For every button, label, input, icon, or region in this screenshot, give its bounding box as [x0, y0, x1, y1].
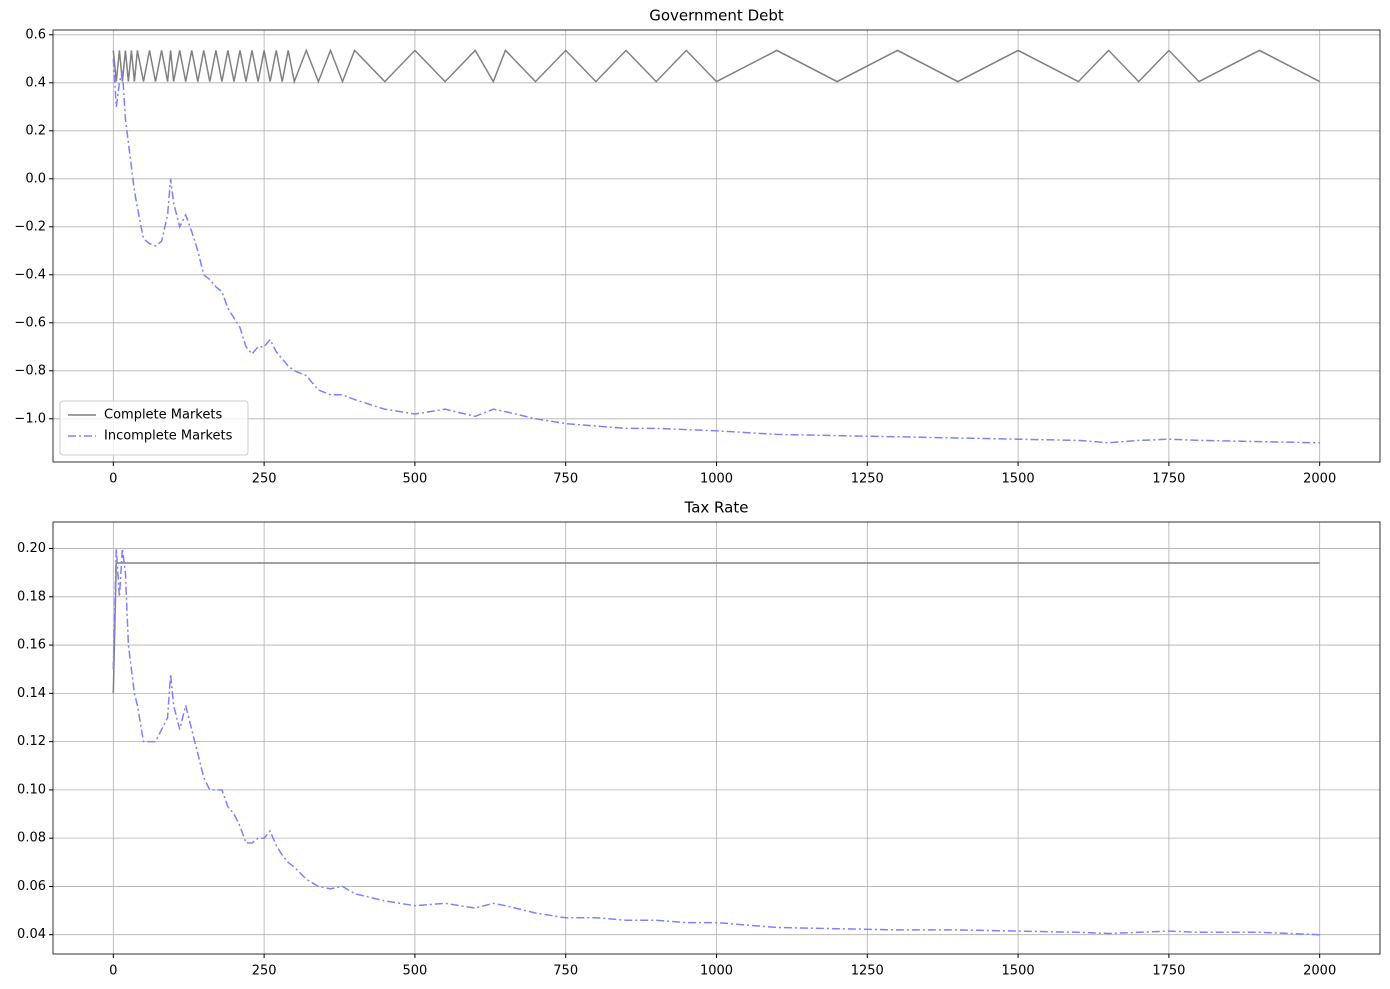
y-tick-label: 0.06: [17, 879, 46, 894]
plot-frame: [52, 521, 1381, 955]
series-line: [112, 562, 1320, 694]
y-tick-label: 0.6: [25, 27, 46, 42]
x-tick-label: 0: [109, 472, 117, 487]
x-tick-label: 750: [553, 472, 578, 487]
x-tick-label: 1750: [1152, 472, 1185, 487]
subplot: Tax Rate 0 250 500 750 1000 1250 1500 1750 2000 0.…: [17, 499, 1381, 979]
y-tick-label: 0.18: [17, 589, 46, 604]
y-tick-label: −0.6: [14, 315, 46, 330]
x-tick-label: 0: [109, 964, 117, 979]
x-tick-label: 1000: [700, 964, 733, 979]
y-tick-label: −0.4: [14, 267, 46, 282]
x-tick-label: 1250: [851, 964, 884, 979]
y-tick-label: 0.04: [17, 927, 46, 942]
x-tick-label: 1500: [1002, 472, 1035, 487]
legend-label: Incomplete Markets: [104, 429, 233, 444]
series-line: [112, 48, 1321, 85]
x-tick-label: 500: [402, 472, 427, 487]
y-tick-label: 0.08: [17, 831, 46, 846]
y-tick-label: −0.8: [14, 363, 46, 378]
y-tick-label: 0.20: [17, 541, 46, 556]
y-tick-label: 0.4: [25, 75, 46, 90]
x-tick-label: 750: [553, 964, 578, 979]
x-tick-label: 1750: [1152, 964, 1185, 979]
y-tick-label: −0.2: [14, 219, 46, 234]
chart-title: Tax Rate: [684, 499, 749, 517]
x-tick-label: 250: [252, 472, 277, 487]
series-line: [112, 58, 1320, 444]
x-tick-label: 1500: [1002, 964, 1035, 979]
y-tick-label: 0.0: [25, 171, 46, 186]
x-tick-label: 1000: [700, 472, 733, 487]
y-tick-label: 0.16: [17, 638, 46, 653]
x-tick-label: 2000: [1303, 964, 1336, 979]
chart-title: Government Debt: [649, 7, 784, 25]
y-tick-label: 0.10: [17, 782, 46, 797]
legend-label: Complete Markets: [104, 408, 222, 423]
y-tick-label: 0.14: [17, 686, 46, 701]
plot-frame: [52, 29, 1381, 463]
x-tick-label: 250: [252, 964, 277, 979]
series-line: [112, 548, 1320, 936]
x-tick-label: 500: [402, 964, 427, 979]
y-tick-label: 0.2: [25, 123, 46, 138]
legend-box: [59, 400, 249, 456]
x-tick-label: 1250: [851, 472, 884, 487]
y-tick-label: −1.0: [14, 411, 46, 426]
subplot: Government Debt 0 250 500 750 1000 1250 1500 175…: [14, 7, 1381, 487]
x-tick-label: 2000: [1303, 472, 1336, 487]
y-tick-label: 0.12: [17, 734, 46, 749]
